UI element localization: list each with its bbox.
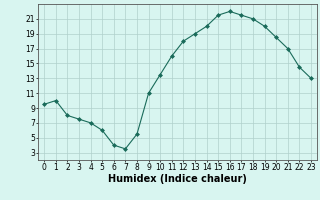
X-axis label: Humidex (Indice chaleur): Humidex (Indice chaleur) [108,174,247,184]
